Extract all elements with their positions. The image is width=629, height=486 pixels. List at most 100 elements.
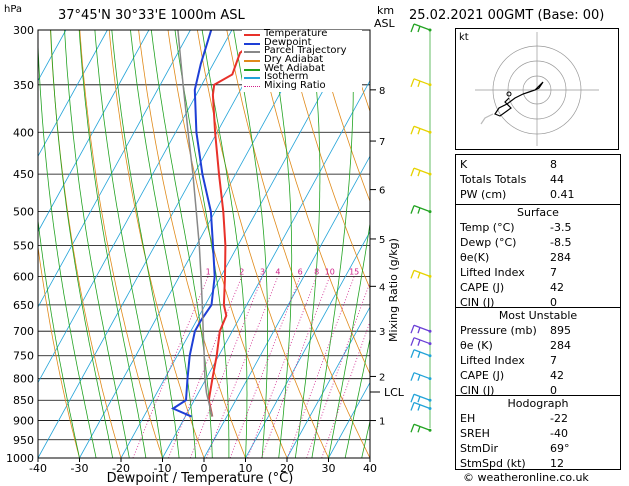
- mixing-ratio-label: 15: [349, 267, 359, 276]
- legend-label: Dry Adiabat: [264, 54, 324, 66]
- km-tick-label: 4: [379, 282, 385, 293]
- wet-adiabat-line: [201, 30, 248, 458]
- pw-value: 0.41: [550, 188, 575, 201]
- legend-item: Wet Adiabat: [242, 62, 362, 74]
- legend-item: Mixing Ratio: [242, 81, 362, 91]
- hodograph-index-row: SREH -40: [460, 426, 616, 441]
- legend-swatch: [244, 42, 260, 45]
- hodograph-index-row: StmDir 69°: [460, 441, 616, 456]
- surface-value: 42: [550, 281, 564, 294]
- mixing-ratio-label: 10: [325, 267, 335, 276]
- most-unstable-value: 895: [550, 324, 571, 337]
- wet-adiabat-line: [174, 30, 230, 458]
- isotherm-line: [245, 230, 370, 458]
- wet-adiabat-line: [78, 30, 147, 458]
- hodograph-index-label: StmSpd (kt): [460, 457, 526, 470]
- wind-barb: [410, 349, 432, 358]
- legend-item: Dewpoint: [242, 37, 362, 48]
- pressure-tick-label: 400: [13, 126, 34, 139]
- temperature-tick-label: -40: [29, 462, 47, 475]
- legend-label: Wet Adiabat: [264, 62, 325, 74]
- legend-swatch: [244, 77, 260, 80]
- pressure-tick-label: 450: [13, 168, 34, 181]
- temperature-tick-label: 40: [363, 462, 377, 475]
- hodograph: kt: [455, 28, 619, 150]
- wet-adiabat-line: [94, 30, 163, 458]
- most-unstable-row: θe (K) 284: [460, 338, 616, 353]
- temperature-tick-label: -20: [112, 462, 130, 475]
- pw-row: PW (cm) 0.41: [460, 187, 616, 202]
- dry-adiabat-line: [314, 30, 370, 203]
- legend-label: Temperature: [264, 28, 328, 39]
- legend: Temperature Dewpoint Parcel Trajectory Dry …: [242, 28, 362, 92]
- pressure-tick-label: 300: [13, 24, 34, 37]
- hodograph-index-label: StmDir: [460, 442, 499, 455]
- mixing-ratio-line: [132, 276, 209, 458]
- dry-adiabat-line: [255, 30, 370, 375]
- mixing-ratio-label: 3: [260, 267, 265, 276]
- mixing-ratio-label: 4: [275, 267, 280, 276]
- datetime-title: 25.02.2021 00GMT (Base: 00): [409, 8, 605, 23]
- dry-adiabat-line: [108, 30, 205, 458]
- isotherm-line: [328, 381, 370, 458]
- legend-item: Dry Adiabat: [242, 54, 362, 66]
- pressure-tick-label: 900: [13, 415, 34, 428]
- hodograph-trace: [494, 81, 544, 117]
- legend-label: Parcel Trajectory: [264, 45, 347, 57]
- wind-barb: [410, 204, 432, 214]
- legend-item: Isotherm: [242, 72, 362, 82]
- asl-label: ASL: [374, 17, 395, 30]
- mixing-ratio-line: [229, 276, 301, 458]
- temperature-tick-label: 20: [280, 462, 294, 475]
- surface-value: -8.5: [550, 236, 572, 249]
- pressure-tick-label: 800: [13, 373, 34, 386]
- hodograph-trace-light: [480, 113, 494, 125]
- hodograph-index-value: -40: [550, 427, 568, 440]
- km-tick-label: 5: [379, 235, 385, 246]
- wind-barb: [410, 423, 432, 433]
- mixing-ratio-label: 8: [314, 267, 319, 276]
- wind-barb: [410, 269, 432, 279]
- mixing-ratio-line: [321, 320, 370, 458]
- surface-label: Lifted Index: [460, 266, 525, 279]
- wet-adiabat-line: [328, 221, 370, 458]
- most-unstable-label: Lifted Index: [460, 354, 525, 367]
- mixing-ratio-line: [306, 281, 370, 458]
- lcl-label: LCL: [384, 386, 405, 399]
- pressure-tick-label: 600: [13, 270, 34, 283]
- pressure-tick-label: 950: [13, 434, 34, 447]
- dry-adiabat-line: [285, 30, 370, 290]
- surface-row: CIN (J) 0: [460, 295, 616, 310]
- temperature-line: [207, 30, 262, 417]
- isotherm-line: [162, 79, 370, 458]
- wind-barb: [410, 337, 432, 346]
- dry-adiabat-line: [226, 30, 370, 458]
- wet-adiabat-line: [311, 30, 354, 458]
- wet-adiabat-line: [38, 217, 80, 458]
- mixing-ratio-line: [287, 276, 355, 458]
- km-tick-label: 8: [379, 86, 385, 97]
- isotherm-line: [38, 30, 274, 458]
- hodograph-index-value: 12: [550, 457, 564, 470]
- temperature-tick-label: -30: [71, 462, 89, 475]
- legend-swatch: [244, 60, 260, 63]
- legend-swatch: [244, 51, 260, 54]
- wet-adiabat-line: [269, 30, 293, 458]
- surface-row: Dewp (°C) -8.5: [460, 235, 616, 250]
- surface-row: Temp (°C) -3.5: [460, 220, 616, 235]
- pressure-tick-label: 700: [13, 325, 34, 338]
- most-unstable-section-title: Most Unstable: [456, 307, 620, 323]
- dry-adiabat-line: [38, 244, 80, 458]
- wet-adiabat-line: [111, 30, 180, 458]
- isotherm-line: [79, 30, 316, 458]
- surface-value: 0: [550, 296, 557, 309]
- k-index-label: K: [460, 158, 468, 171]
- dry-adiabat-line: [79, 30, 163, 458]
- mixing-ratio-label: 6: [298, 267, 303, 276]
- most-unstable-value: 42: [550, 369, 564, 382]
- wet-adiabat-line: [38, 35, 97, 458]
- most-unstable-label: θe (K): [460, 339, 493, 352]
- most-unstable-label: Pressure (mb): [460, 324, 537, 337]
